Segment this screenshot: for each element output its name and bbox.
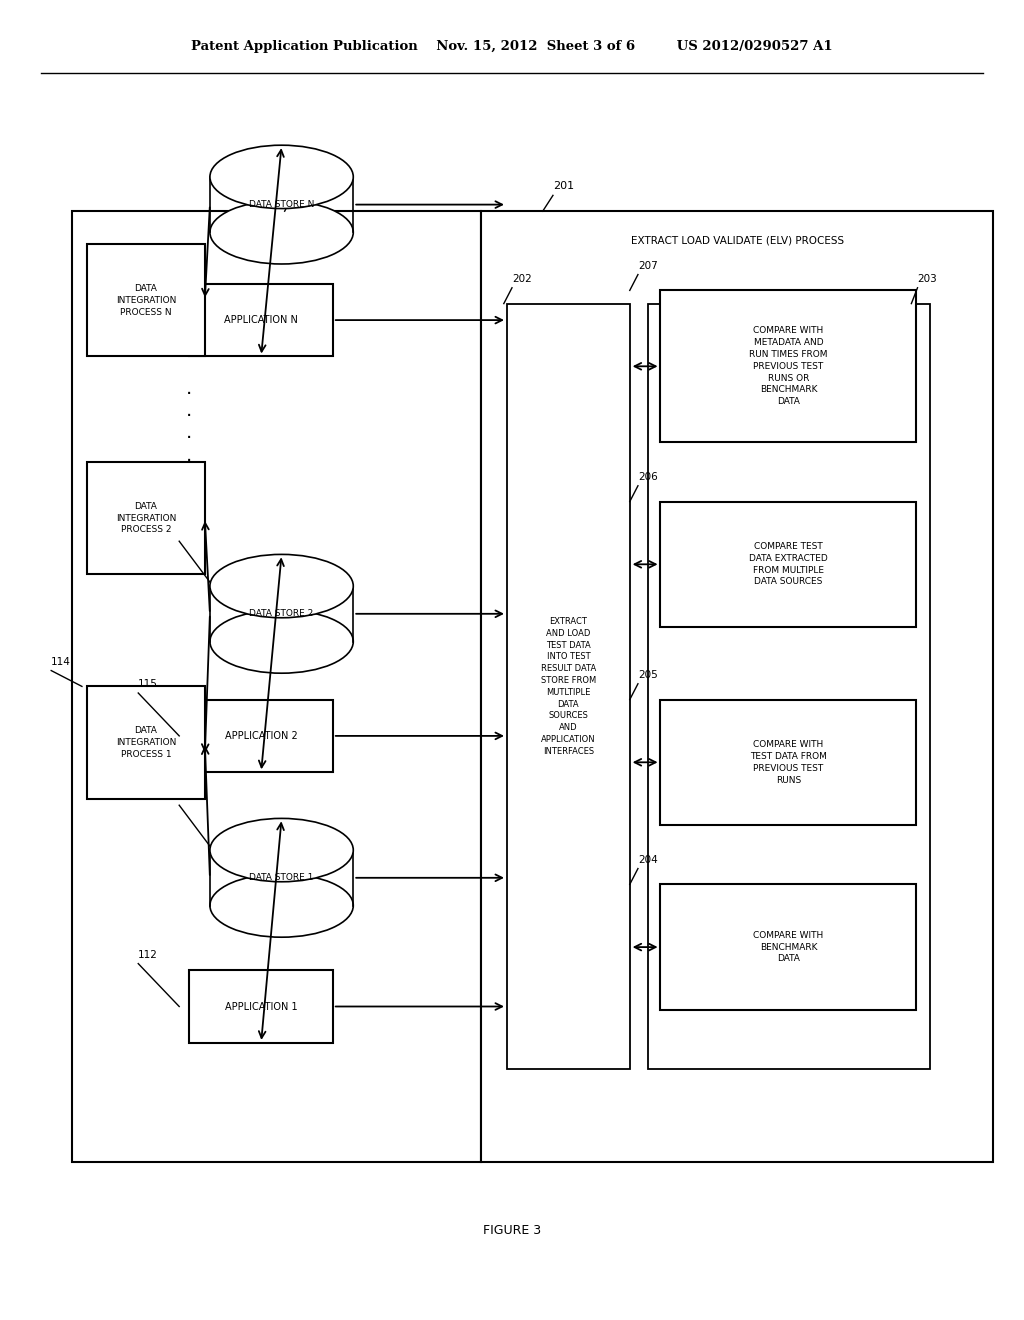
Text: 114: 114 xyxy=(51,656,71,667)
Text: 111: 111 xyxy=(293,181,314,191)
FancyBboxPatch shape xyxy=(189,284,333,356)
Text: DATA
INTEGRATION
PROCESS 1: DATA INTEGRATION PROCESS 1 xyxy=(116,726,176,759)
Text: COMPARE TEST
DATA EXTRACTED
FROM MULTIPLE
DATA SOURCES: COMPARE TEST DATA EXTRACTED FROM MULTIPL… xyxy=(750,543,827,586)
Text: APPLICATION N: APPLICATION N xyxy=(224,315,298,325)
Text: 207: 207 xyxy=(638,260,657,271)
Text: EXTRACT
AND LOAD
TEST DATA
INTO TEST
RESULT DATA
STORE FROM
MUTLTIPLE
DATA
SOURC: EXTRACT AND LOAD TEST DATA INTO TEST RES… xyxy=(541,616,596,756)
Ellipse shape xyxy=(210,874,353,937)
Text: COMPARE WITH
BENCHMARK
DATA: COMPARE WITH BENCHMARK DATA xyxy=(754,931,823,964)
Ellipse shape xyxy=(210,145,353,209)
Text: .: . xyxy=(186,379,193,397)
Text: .: . xyxy=(186,446,193,465)
FancyBboxPatch shape xyxy=(210,586,353,642)
Text: EXTRACT LOAD VALIDATE (ELV) PROCESS: EXTRACT LOAD VALIDATE (ELV) PROCESS xyxy=(631,235,844,246)
FancyBboxPatch shape xyxy=(507,304,630,1069)
Text: DATA
INTEGRATION
PROCESS 2: DATA INTEGRATION PROCESS 2 xyxy=(116,502,176,535)
Text: .: . xyxy=(186,401,193,420)
FancyBboxPatch shape xyxy=(648,304,930,1069)
Text: 115: 115 xyxy=(138,678,158,689)
Text: .: . xyxy=(186,424,193,442)
Text: COMPARE WITH
METADATA AND
RUN TIMES FROM
PREVIOUS TEST
RUNS OR
BENCHMARK
DATA: COMPARE WITH METADATA AND RUN TIMES FROM… xyxy=(750,326,827,407)
Ellipse shape xyxy=(210,818,353,882)
FancyBboxPatch shape xyxy=(87,686,205,799)
Ellipse shape xyxy=(210,610,353,673)
Ellipse shape xyxy=(210,554,353,618)
Text: 206: 206 xyxy=(638,471,657,482)
Text: 205: 205 xyxy=(638,669,657,680)
Text: 204: 204 xyxy=(638,854,657,865)
Ellipse shape xyxy=(210,201,353,264)
Text: DATA
INTEGRATION
PROCESS N: DATA INTEGRATION PROCESS N xyxy=(116,284,176,317)
FancyBboxPatch shape xyxy=(660,502,916,627)
Text: ENTERPRISE IT SYSTEMS: ENTERPRISE IT SYSTEMS xyxy=(213,235,340,246)
Text: APPLICATION 1: APPLICATION 1 xyxy=(225,1002,297,1011)
Text: VALIDATE TEST DATA: VALIDATE TEST DATA xyxy=(735,327,843,338)
Text: 116: 116 xyxy=(179,527,199,537)
FancyBboxPatch shape xyxy=(189,700,333,772)
FancyBboxPatch shape xyxy=(87,244,205,356)
Text: Patent Application Publication    Nov. 15, 2012  Sheet 3 of 6         US 2012/02: Patent Application Publication Nov. 15, … xyxy=(191,40,833,53)
Text: FIGURE 3: FIGURE 3 xyxy=(483,1224,541,1237)
Text: 202: 202 xyxy=(512,273,531,284)
Text: 201: 201 xyxy=(553,181,574,191)
FancyBboxPatch shape xyxy=(210,850,353,906)
FancyBboxPatch shape xyxy=(210,177,353,232)
FancyBboxPatch shape xyxy=(481,211,993,1162)
Text: 113: 113 xyxy=(179,791,199,801)
FancyBboxPatch shape xyxy=(660,700,916,825)
FancyBboxPatch shape xyxy=(660,290,916,442)
Text: DATA STORE 2: DATA STORE 2 xyxy=(250,610,313,618)
Text: APPLICATION 2: APPLICATION 2 xyxy=(224,731,298,741)
Text: DATA STORE N: DATA STORE N xyxy=(249,201,314,209)
FancyBboxPatch shape xyxy=(660,884,916,1010)
Text: DATA STORE 1: DATA STORE 1 xyxy=(250,874,313,882)
FancyBboxPatch shape xyxy=(87,462,205,574)
FancyBboxPatch shape xyxy=(189,970,333,1043)
Text: 112: 112 xyxy=(138,949,158,960)
FancyBboxPatch shape xyxy=(72,211,481,1162)
Text: 203: 203 xyxy=(918,273,937,284)
Text: COMPARE WITH
TEST DATA FROM
PREVIOUS TEST
RUNS: COMPARE WITH TEST DATA FROM PREVIOUS TES… xyxy=(750,741,827,784)
